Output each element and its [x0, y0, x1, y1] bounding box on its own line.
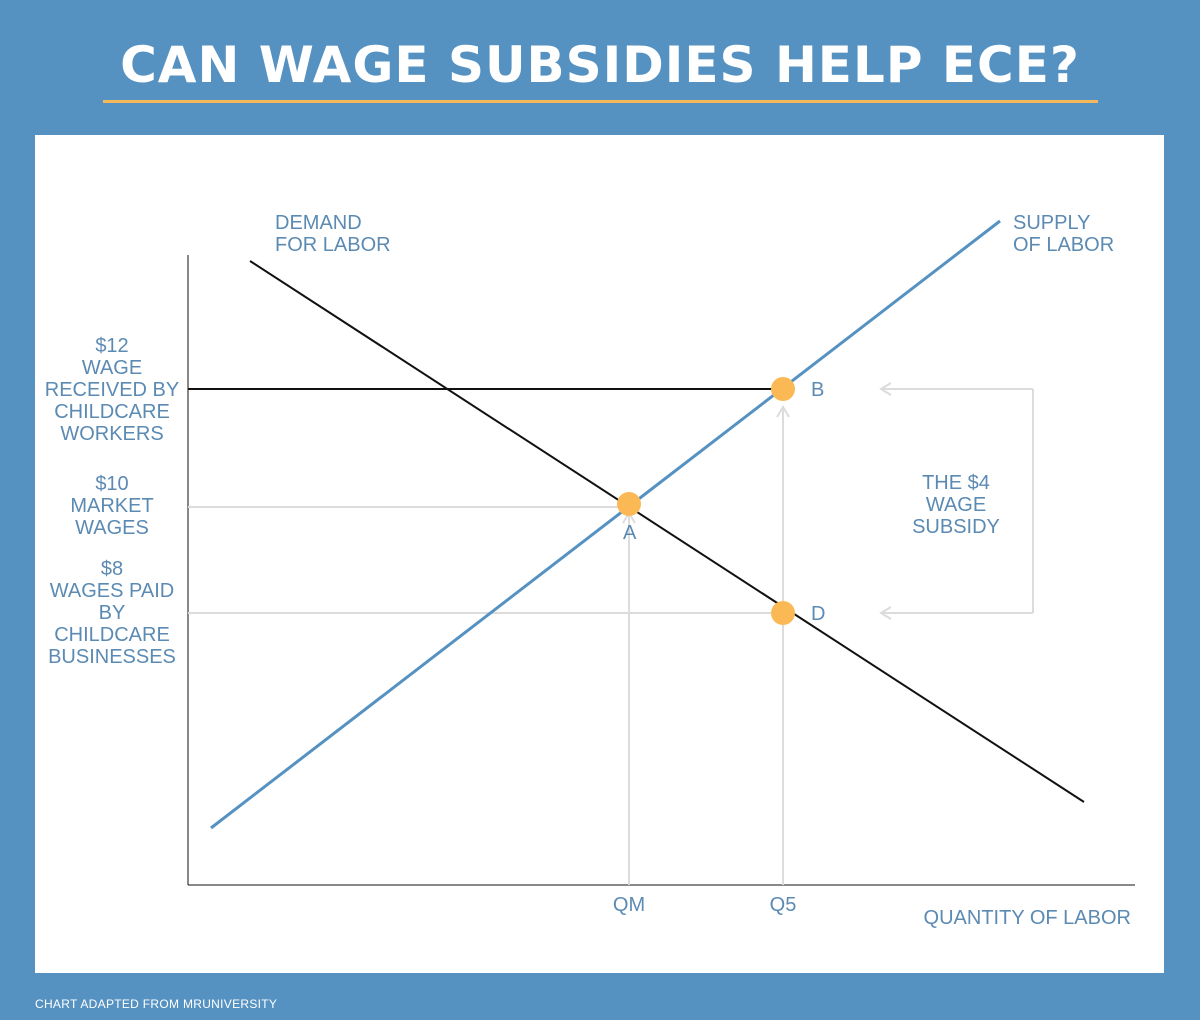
source-credit: CHART ADAPTED FROM MRUNIVERSITY — [35, 997, 278, 1011]
market-wage-line-1: $10 — [95, 473, 128, 495]
market-wage-line-3: WAGES — [75, 517, 149, 539]
subsidy-label: THE $4 WAGE SUBSIDY — [912, 472, 1000, 538]
wage-received-label: $12 WAGE RECEIVED BY CHILDCARE WORKERS — [45, 335, 179, 445]
tick-q5: Q5 — [770, 894, 797, 916]
tick-qm: QM — [613, 894, 645, 916]
x-axis-label: QUANTITY OF LABOR — [924, 907, 1131, 929]
point-a-label: A — [623, 522, 637, 544]
page-title: CAN WAGE SUBSIDIES HELP ECE? — [120, 36, 1080, 94]
paid-wage-line-4: CHILDCARE — [54, 624, 170, 646]
paid-wage-line-2: WAGES PAID — [50, 580, 174, 602]
supply-label-line-1: SUPPLY — [1013, 212, 1090, 234]
demand-label-line-1: DEMAND — [275, 212, 362, 234]
supply-label-line-2: OF LABOR — [1013, 234, 1114, 256]
supply-demand-diagram: A B D DEMAND FOR LABOR SUPPLY OF LABOR $… — [45, 212, 1135, 929]
wage-received-line-1: $12 — [95, 335, 128, 357]
demand-label-line-2: FOR LABOR — [275, 234, 391, 256]
point-b — [771, 377, 795, 401]
point-a — [617, 492, 641, 516]
subsidy-label-line-3: SUBSIDY — [912, 516, 1000, 538]
paid-wage-line-1: $8 — [101, 558, 123, 580]
subsidy-label-line-1: THE $4 — [922, 472, 990, 494]
point-d — [771, 601, 795, 625]
title-underline — [103, 100, 1098, 103]
subsidy-label-line-2: WAGE — [926, 494, 986, 516]
wage-received-line-4: CHILDCARE — [54, 401, 170, 423]
wage-received-line-3: RECEIVED BY — [45, 379, 179, 401]
paid-wage-line-5: BUSINESSES — [48, 646, 176, 668]
wage-received-line-5: WORKERS — [60, 423, 163, 445]
market-wage-line-2: MARKET — [70, 495, 153, 517]
point-b-label: B — [811, 379, 824, 401]
chart-panel: A B D DEMAND FOR LABOR SUPPLY OF LABOR $… — [35, 135, 1164, 973]
supply-curve — [210, 219, 1001, 830]
demand-curve — [249, 260, 1085, 803]
paid-wage-label: $8 WAGES PAID BY CHILDCARE BUSINESSES — [48, 558, 176, 668]
point-d-label: D — [811, 603, 825, 625]
wage-received-line-2: WAGE — [82, 357, 142, 379]
paid-wage-line-3: BY — [99, 602, 126, 624]
market-wage-label: $10 MARKET WAGES — [70, 473, 153, 539]
